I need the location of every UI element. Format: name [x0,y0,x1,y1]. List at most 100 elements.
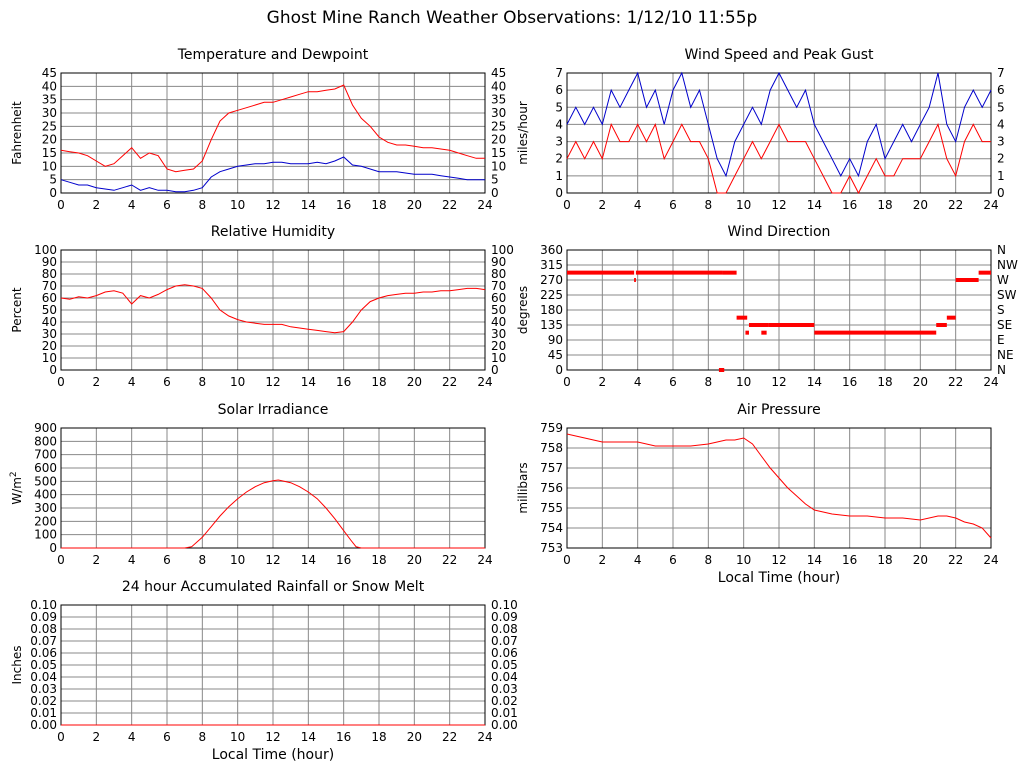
y-tick-label: 90 [548,333,563,347]
x-tick-label: 2 [93,553,101,567]
y-right-tick-label: 80 [491,267,506,281]
y-tick-label: 200 [34,514,57,528]
y-tick-label: 10 [42,159,57,173]
x-tick-label: 22 [442,730,457,744]
x-tick-label: 22 [442,553,457,567]
x-tick-label: 18 [371,553,386,567]
x-tick-label: 22 [442,198,457,212]
x-tick-label: 2 [93,375,101,389]
x-tick-label: 16 [336,553,351,567]
x-tick-label: 18 [371,375,386,389]
x-tick-label: 10 [230,198,245,212]
series-line-0 [61,479,485,549]
x-tick-label: 18 [877,553,892,567]
x-tick-label: 10 [230,375,245,389]
x-tick-label: 4 [128,375,136,389]
x-tick-label: 4 [128,553,136,567]
x-tick-label: 20 [913,375,928,389]
y-right-label: N [997,243,1006,257]
x-tick-label: 14 [301,375,316,389]
y-tick-label: 0.02 [30,694,57,708]
y-right-tick-label: 40 [491,79,506,93]
chart-title: Solar Irradiance [218,402,329,418]
y-right-tick-label: 3 [997,135,1005,149]
y-tick-label: 20 [42,339,57,353]
x-tick-label: 6 [163,198,171,212]
y-tick-label: 756 [540,481,563,495]
x-tick-label: 14 [301,553,316,567]
x-tick-label: 24 [477,375,492,389]
x-tick-label: 18 [877,375,892,389]
y-right-tick-label: 30 [491,327,506,341]
x-tick-label: 6 [163,730,171,744]
x-tick-label: 14 [301,730,316,744]
x-tick-label: 4 [634,375,642,389]
x-tick-label: 20 [407,375,422,389]
x-tick-label: 10 [230,730,245,744]
y-axis-label: Inches [10,646,24,685]
y-right-label: S [997,303,1005,317]
y-right-label: NW [997,258,1018,272]
y-tick-label: 0.00 [30,718,57,732]
y-tick-label: 5 [555,100,563,114]
y-tick-label: 900 [34,421,57,435]
y-tick-label: 6 [555,83,563,97]
y-tick-label: 759 [540,421,563,435]
x-tick-label: 12 [771,198,786,212]
y-right-tick-label: 0.05 [491,658,518,672]
plot-frame [60,427,486,549]
y-tick-label: 0.09 [30,610,57,624]
y-right-tick-label: 10 [491,159,506,173]
y-right-tick-label: 7 [997,66,1005,80]
x-tick-label: 0 [57,553,65,567]
y-tick-label: 20 [42,133,57,147]
x-tick-label: 18 [877,198,892,212]
y-axis-label: degrees [516,286,530,334]
x-tick-label: 22 [442,375,457,389]
x-tick-label: 16 [336,730,351,744]
x-tick-label: 20 [407,553,422,567]
y-tick-label: 30 [42,106,57,120]
x-tick-label: 6 [669,375,677,389]
y-tick-label: 0.10 [30,598,57,612]
y-right-label: E [997,333,1005,347]
y-right-tick-label: 50 [491,303,506,317]
y-right-tick-label: 0 [997,186,1005,200]
x-tick-label: 0 [57,198,65,212]
y-right-tick-label: 15 [491,146,506,160]
y-tick-label: 0.07 [30,634,57,648]
y-tick-label: 2 [555,152,563,166]
x-tick-label: 0 [57,375,65,389]
x-tick-label: 2 [599,198,607,212]
y-right-tick-label: 0.08 [491,622,518,636]
y-tick-label: 0 [49,186,57,200]
x-tick-label: 12 [265,198,280,212]
y-right-tick-label: 1 [997,169,1005,183]
y-tick-label: 300 [34,501,57,515]
y-tick-label: 0 [49,363,57,377]
x-tick-label: 0 [563,375,571,389]
y-tick-label: 35 [42,93,57,107]
chart-title: Temperature and Dewpoint [177,47,369,63]
y-tick-label: 40 [42,315,57,329]
y-tick-label: 50 [42,303,57,317]
x-tick-label: 8 [705,553,713,567]
x-tick-label: 22 [948,375,963,389]
x-tick-label: 4 [634,553,642,567]
y-tick-label: 7 [555,66,563,80]
y-tick-label: 755 [540,501,563,515]
x-tick-label: 24 [983,375,998,389]
y-right-tick-label: 25 [491,119,506,133]
x-tick-label: 6 [163,553,171,567]
x-tick-label: 2 [93,730,101,744]
x-tick-label: 10 [230,553,245,567]
y-tick-label: 45 [42,66,57,80]
y-tick-label: 0.08 [30,622,57,636]
y-tick-label: 700 [34,448,57,462]
x-tick-label: 4 [634,198,642,212]
y-tick-label: 10 [42,351,57,365]
x-tick-label: 10 [736,375,751,389]
y-tick-label: 3 [555,135,563,149]
y-right-tick-label: 2 [997,152,1005,166]
